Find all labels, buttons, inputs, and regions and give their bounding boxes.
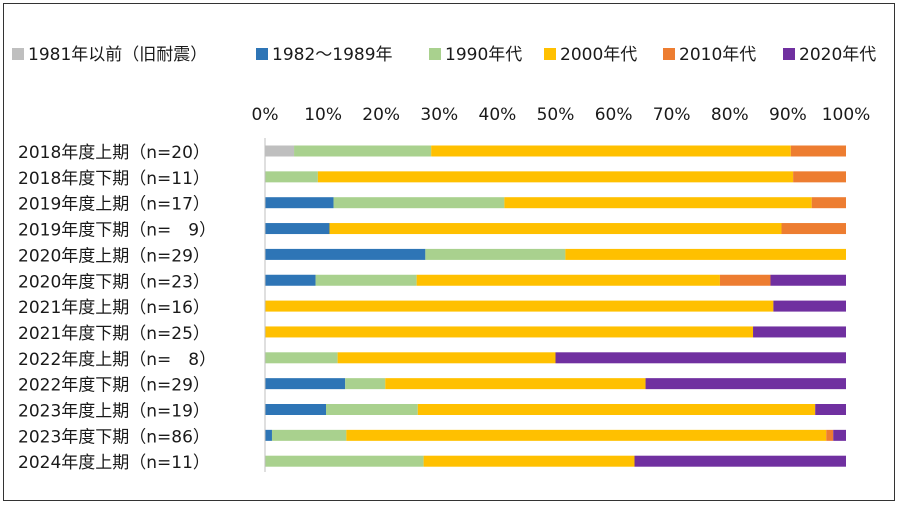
bar-segment <box>781 223 846 235</box>
bar-segment <box>265 326 754 338</box>
bar-segment <box>333 197 505 209</box>
bar-segment <box>815 404 846 415</box>
bar-segment <box>346 429 827 441</box>
bar-segment <box>634 455 846 467</box>
legend-swatch-2 <box>429 48 441 60</box>
x-tick-label: 90% <box>769 105 807 125</box>
bar-segment <box>416 274 720 286</box>
bar-segment <box>431 145 791 157</box>
legend-label-3: 2000年代 <box>560 45 637 65</box>
bar-segment <box>317 171 794 183</box>
bar-segment <box>345 378 386 390</box>
bar-segment <box>315 274 417 286</box>
x-axis-ticks: 0% 10% 20% 30% 40% 50% 60% 70% 80% 90% 100% <box>252 105 871 125</box>
category-label: 2020年度下期（n=23） <box>18 272 210 292</box>
bar-segment <box>265 378 346 390</box>
x-tick-label: 10% <box>304 105 342 125</box>
bar-segment <box>265 274 316 286</box>
bar-segment <box>265 404 327 415</box>
category-label: 2021年度下期（n=25） <box>18 324 210 344</box>
bar-segment <box>265 429 272 441</box>
bar-segment <box>645 378 846 390</box>
legend-swatch-3 <box>544 48 556 60</box>
legend-swatch-1 <box>256 48 268 60</box>
x-tick-label: 80% <box>711 105 749 125</box>
legend-label-0: 1981年以前（旧耐震） <box>28 45 207 65</box>
bar-segment <box>265 171 318 183</box>
bar-segment <box>793 171 846 183</box>
category-label: 2019年度上期（n=17） <box>18 195 210 215</box>
bar-segment <box>271 429 347 441</box>
x-tick-label: 0% <box>252 105 279 125</box>
category-label: 2023年度下期（n=86） <box>18 427 210 447</box>
bar-segment <box>833 429 846 441</box>
bar-segment <box>425 248 566 260</box>
bar-segment <box>326 404 418 415</box>
category-label: 2022年度上期（n= 8） <box>18 350 216 370</box>
legend-label-1: 1982～1989年 <box>272 45 393 65</box>
category-label: 2018年度上期（n=20） <box>18 143 210 163</box>
bar-segment <box>265 455 424 467</box>
x-tick-label: 30% <box>420 105 458 125</box>
category-label: 2018年度下期（n=11） <box>18 169 210 189</box>
legend: 1981年以前（旧耐震） 1982～1989年 1990年代 2000年代 2010年代… <box>12 45 876 65</box>
bar-segment <box>773 300 846 312</box>
bar-segment <box>337 352 556 364</box>
bar-segment <box>565 248 846 260</box>
bar-segment <box>719 274 771 286</box>
bar-segment <box>555 352 846 364</box>
category-label: 2022年度下期（n=29） <box>18 376 210 396</box>
bars <box>265 145 846 467</box>
category-labels: 2018年度上期（n=20） 2018年度下期（n=11） 2019年度上期（n=1… <box>18 143 216 473</box>
bar-segment <box>826 429 834 441</box>
bar-segment <box>504 197 812 209</box>
legend-label-2: 1990年代 <box>445 45 522 65</box>
legend-swatch-0 <box>12 48 24 60</box>
bar-segment <box>294 145 432 157</box>
category-label: 2019年度下期（n= 9） <box>18 221 216 241</box>
chart-frame <box>3 3 895 501</box>
x-tick-label: 50% <box>537 105 575 125</box>
category-label: 2020年度上期（n=29） <box>18 246 210 266</box>
legend-label-4: 2010年代 <box>679 45 756 65</box>
bar-segment <box>265 197 334 209</box>
x-tick-label: 20% <box>362 105 400 125</box>
bar-segment <box>770 274 846 286</box>
bar-segment <box>790 145 846 157</box>
bar-segment <box>265 300 774 312</box>
bar-segment <box>265 223 330 235</box>
x-tick-label: 100% <box>822 105 871 125</box>
legend-swatch-4 <box>663 48 675 60</box>
bar-segment <box>811 197 846 209</box>
bar-segment <box>423 455 635 467</box>
bar-segment <box>417 404 816 415</box>
x-tick-label: 40% <box>479 105 517 125</box>
bar-segment <box>265 145 295 157</box>
bar-segment <box>329 223 782 235</box>
x-tick-label: 60% <box>595 105 633 125</box>
bar-segment <box>265 248 426 260</box>
bar-segment <box>385 378 646 390</box>
legend-label-5: 2020年代 <box>799 45 876 65</box>
category-label: 2023年度上期（n=19） <box>18 402 210 422</box>
legend-swatch-5 <box>783 48 795 60</box>
category-label: 2021年度上期（n=16） <box>18 298 210 318</box>
bar-segment <box>265 352 338 364</box>
bar-segment <box>753 326 846 338</box>
category-label: 2024年度上期（n=11） <box>18 453 210 473</box>
x-tick-label: 70% <box>653 105 691 125</box>
